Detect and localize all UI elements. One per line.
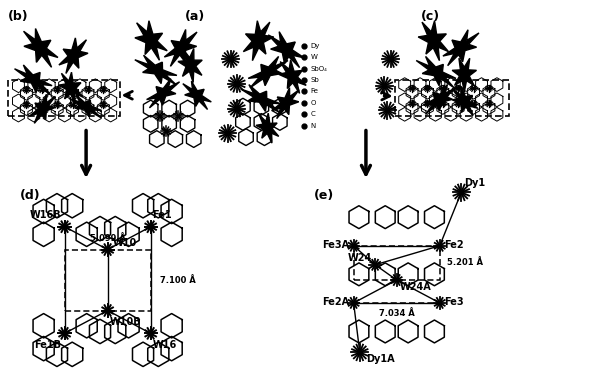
- Polygon shape: [279, 60, 306, 93]
- Polygon shape: [256, 113, 279, 143]
- Bar: [395, 80, 509, 116]
- Text: SbO₄: SbO₄: [311, 66, 327, 72]
- Polygon shape: [183, 81, 212, 109]
- Text: Sb: Sb: [311, 77, 319, 83]
- Polygon shape: [146, 79, 180, 108]
- Text: (c): (c): [421, 10, 440, 22]
- Polygon shape: [443, 30, 479, 66]
- Text: W10B: W10B: [109, 317, 141, 327]
- Polygon shape: [58, 72, 82, 104]
- Text: (a): (a): [184, 10, 205, 22]
- Text: 5.201 Å: 5.201 Å: [447, 258, 483, 267]
- Text: Fe: Fe: [311, 88, 319, 94]
- Polygon shape: [135, 55, 177, 85]
- Text: O: O: [311, 100, 316, 106]
- Text: Fe3: Fe3: [444, 297, 464, 307]
- Text: W10: W10: [113, 239, 137, 248]
- Text: C: C: [311, 111, 315, 117]
- Polygon shape: [452, 86, 478, 116]
- Text: (d): (d): [20, 189, 41, 202]
- Bar: [354, 246, 440, 280]
- Polygon shape: [240, 85, 280, 113]
- Polygon shape: [244, 21, 274, 61]
- Text: 7.100 Å: 7.100 Å: [160, 275, 196, 285]
- Polygon shape: [452, 58, 477, 92]
- Polygon shape: [416, 56, 456, 88]
- Polygon shape: [30, 94, 55, 123]
- Polygon shape: [164, 29, 197, 66]
- Text: Fe1: Fe1: [153, 210, 172, 220]
- Text: W16: W16: [153, 340, 177, 350]
- Bar: [8, 80, 120, 116]
- Polygon shape: [178, 48, 202, 83]
- Text: Dy1: Dy1: [464, 178, 485, 188]
- Text: Dy: Dy: [311, 43, 320, 49]
- Text: N: N: [311, 123, 316, 129]
- Text: 7.034 Å: 7.034 Å: [379, 309, 415, 318]
- Text: W16B: W16B: [30, 210, 62, 220]
- Text: Fe1B: Fe1B: [34, 340, 62, 350]
- Polygon shape: [59, 38, 88, 74]
- Polygon shape: [23, 29, 58, 67]
- Polygon shape: [15, 65, 52, 94]
- Text: Fe3A: Fe3A: [322, 240, 349, 250]
- Polygon shape: [248, 56, 288, 88]
- Bar: [65, 250, 151, 311]
- Polygon shape: [418, 21, 448, 61]
- Text: (e): (e): [314, 189, 334, 202]
- Text: W24: W24: [348, 253, 372, 263]
- Text: Fe2A: Fe2A: [322, 297, 349, 307]
- Text: (b): (b): [7, 10, 28, 22]
- Polygon shape: [272, 88, 299, 118]
- Polygon shape: [69, 95, 101, 118]
- Text: W24A: W24A: [400, 282, 432, 292]
- Polygon shape: [268, 32, 304, 67]
- Text: Dy1A: Dy1A: [366, 354, 395, 364]
- Polygon shape: [423, 85, 456, 114]
- Text: 5.099 Å: 5.099 Å: [90, 234, 125, 243]
- Text: Fe2: Fe2: [444, 240, 464, 250]
- Polygon shape: [135, 21, 167, 60]
- Text: W: W: [311, 54, 317, 60]
